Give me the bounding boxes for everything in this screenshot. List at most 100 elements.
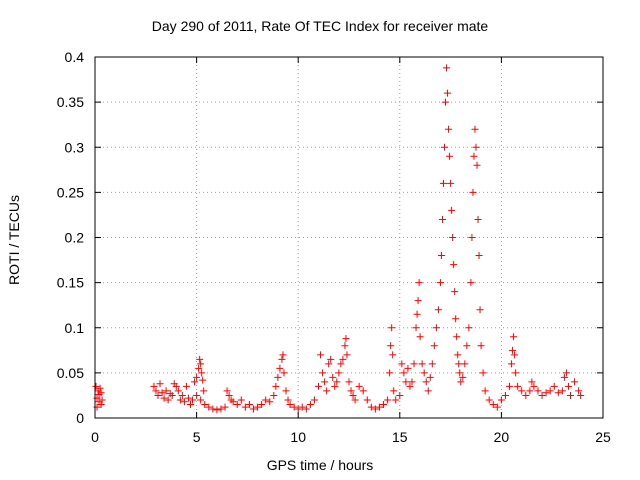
data-point — [562, 369, 570, 377]
data-point — [349, 391, 357, 399]
data-point — [168, 391, 176, 399]
data-point — [98, 396, 106, 404]
data-point — [176, 396, 184, 404]
data-point — [428, 360, 436, 368]
x-tick-label: 15 — [392, 429, 408, 445]
data-point — [474, 215, 482, 223]
data-point — [276, 364, 284, 372]
data-point — [476, 306, 484, 314]
data-point — [453, 333, 461, 341]
data-point — [528, 378, 536, 386]
data-point — [390, 387, 398, 395]
data-point — [150, 382, 158, 390]
y-tick-label: 0.05 — [57, 365, 84, 381]
data-point — [444, 89, 452, 97]
data-point — [402, 378, 410, 386]
data-point — [475, 252, 483, 260]
data-point — [198, 369, 206, 377]
data-point — [534, 387, 542, 395]
data-point — [205, 403, 213, 411]
data-point — [546, 387, 554, 395]
data-point — [196, 355, 204, 363]
data-point — [477, 342, 485, 350]
data-point — [512, 369, 520, 377]
data-point — [424, 387, 432, 395]
data-point — [371, 405, 379, 413]
data-point — [199, 376, 207, 384]
data-point — [412, 324, 420, 332]
data-point — [445, 125, 453, 133]
data-point — [437, 252, 445, 260]
data-point — [160, 394, 168, 402]
data-point — [213, 406, 221, 414]
data-point — [274, 373, 282, 381]
data-point — [438, 215, 446, 223]
data-point — [233, 400, 241, 408]
data-point — [221, 403, 229, 411]
data-point — [538, 391, 546, 399]
data-point — [518, 387, 526, 395]
data-point — [560, 373, 568, 381]
data-point — [325, 360, 333, 368]
data-point — [566, 391, 574, 399]
data-point — [398, 360, 406, 368]
data-point — [359, 387, 367, 395]
data-point — [345, 378, 353, 386]
data-point — [380, 400, 388, 408]
data-point — [414, 297, 422, 305]
data-point — [406, 382, 414, 390]
data-points — [92, 64, 585, 414]
data-point — [95, 391, 103, 399]
data-point — [162, 387, 170, 395]
y-tick-label: 0.2 — [65, 230, 85, 246]
data-point — [254, 403, 262, 411]
data-point — [290, 403, 298, 411]
data-point — [439, 179, 447, 187]
data-point — [493, 403, 501, 411]
data-point — [452, 315, 460, 323]
data-point — [485, 396, 493, 404]
data-point — [197, 360, 205, 368]
data-point — [384, 396, 392, 404]
data-point — [489, 400, 497, 408]
data-point — [315, 382, 323, 390]
data-point — [317, 351, 325, 359]
data-point — [335, 369, 343, 377]
data-point — [404, 364, 412, 372]
data-point — [158, 389, 166, 397]
data-point — [278, 355, 286, 363]
data-point — [415, 279, 423, 287]
data-point — [237, 396, 245, 404]
data-point — [342, 335, 350, 343]
data-point — [375, 403, 383, 411]
data-point — [465, 324, 473, 332]
data-point — [542, 389, 550, 397]
data-point — [451, 288, 459, 296]
data-point — [558, 387, 566, 395]
x-tick-label: 20 — [494, 429, 510, 445]
data-point — [418, 360, 426, 368]
data-point — [241, 403, 249, 411]
data-point — [197, 396, 205, 404]
data-point — [554, 389, 562, 397]
data-point — [367, 403, 375, 411]
data-point — [501, 391, 509, 399]
data-point — [286, 400, 294, 408]
data-point — [223, 387, 231, 395]
data-point — [262, 396, 270, 404]
data-point — [471, 125, 479, 133]
data-point — [446, 152, 454, 160]
data-point — [457, 378, 465, 386]
data-point — [184, 394, 192, 402]
data-point — [347, 387, 355, 395]
data-point — [388, 324, 396, 332]
data-point — [172, 382, 180, 390]
data-point — [319, 369, 327, 377]
data-point — [229, 398, 237, 406]
data-point — [434, 306, 442, 314]
data-point — [413, 310, 421, 318]
grid-lines — [95, 57, 603, 418]
data-point — [509, 346, 517, 354]
data-point — [327, 355, 335, 363]
data-point — [443, 64, 451, 72]
